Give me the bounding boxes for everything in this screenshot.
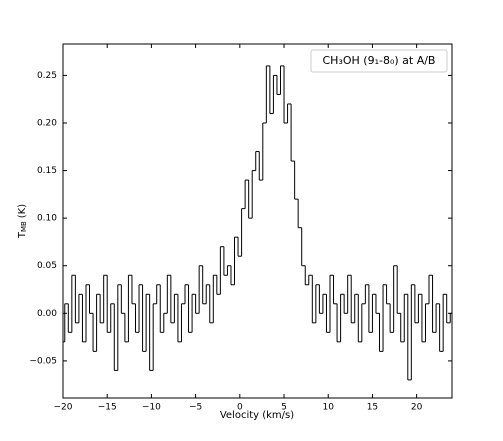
x-tick-label: −20 — [54, 403, 73, 413]
y-tick-label: 0.10 — [37, 214, 57, 224]
y-tick-label: 0.00 — [37, 309, 57, 319]
x-axis-label: Velocity (km/s) — [220, 410, 294, 421]
x-tick-label: 15 — [367, 403, 378, 413]
legend-box — [310, 49, 448, 73]
x-tick-label: −10 — [142, 403, 161, 413]
x-tick-label: 0 — [237, 403, 243, 413]
y-label-sub: MB — [20, 221, 28, 232]
x-tick-label: −15 — [98, 403, 117, 413]
y-tick-label: 0.25 — [37, 71, 57, 81]
x-tick-label: 10 — [323, 403, 335, 413]
y-tick-label: −0.05 — [29, 356, 57, 366]
y-label-unit: (K) — [17, 204, 28, 218]
x-tick-label: 20 — [411, 403, 423, 413]
x-tick-label: 5 — [281, 403, 287, 413]
plot-frame — [62, 43, 453, 399]
y-tick-label: 0.20 — [37, 118, 57, 128]
y-tick-label: 0.15 — [37, 166, 57, 176]
y-tick-label: 0.05 — [37, 261, 57, 271]
y-label-main: T — [17, 231, 28, 239]
x-tick-label: −5 — [189, 403, 202, 413]
legend-text: CH₃OH (9₁-8₀) at A/B — [323, 54, 436, 67]
y-axis-label: TMB (K) — [17, 204, 28, 239]
